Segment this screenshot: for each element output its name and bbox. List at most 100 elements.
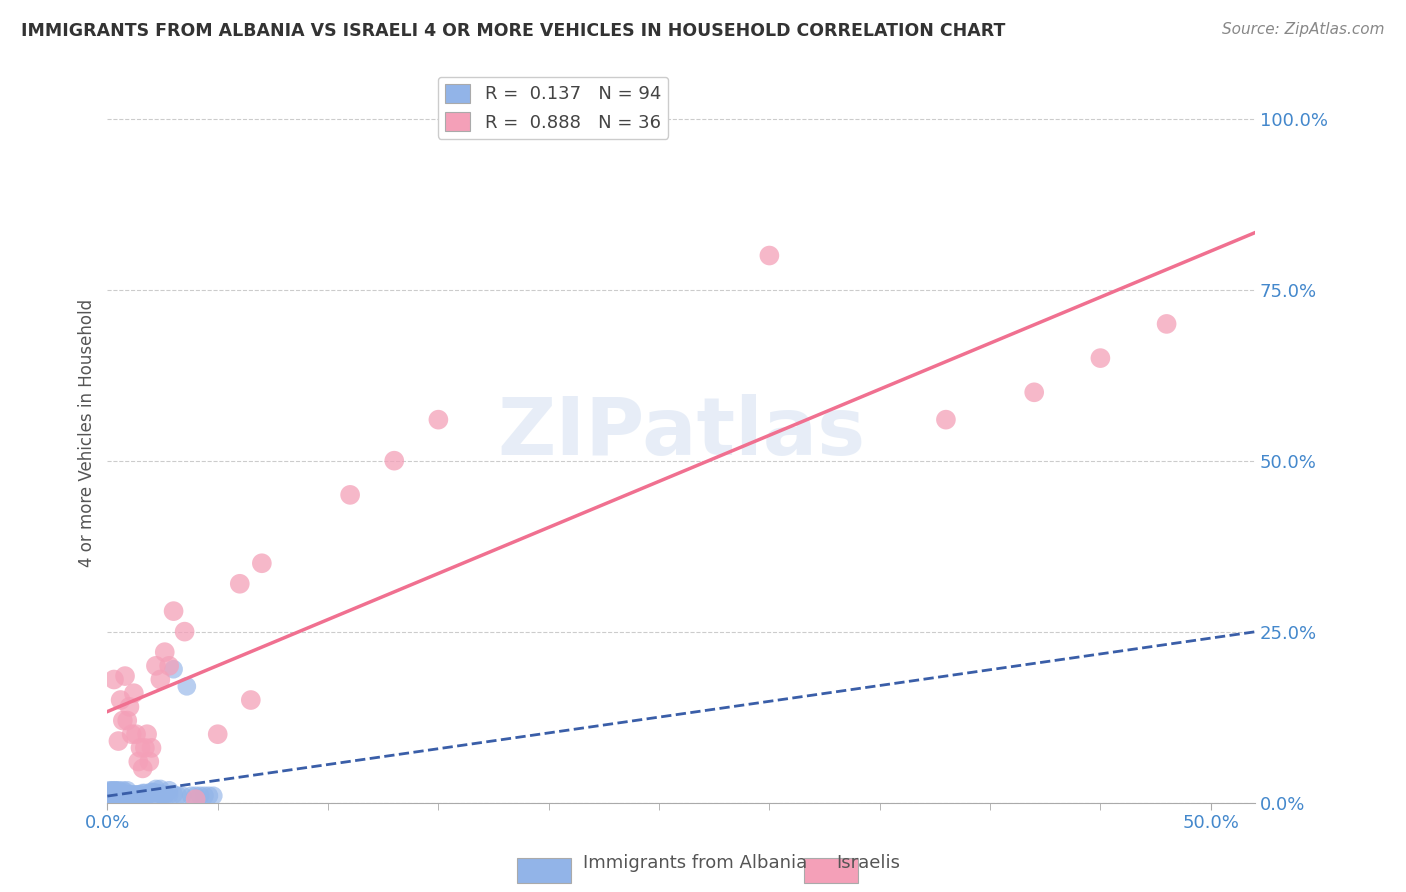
Point — [250, 556, 273, 570]
Point — [107, 789, 129, 803]
Point — [111, 789, 134, 803]
Point — [115, 788, 138, 802]
Point — [105, 788, 128, 802]
Point — [107, 789, 129, 803]
Point — [136, 788, 159, 802]
Point — [145, 658, 167, 673]
Point — [138, 755, 160, 769]
Point — [134, 789, 156, 803]
Text: Israelis: Israelis — [837, 855, 901, 872]
Point — [103, 788, 125, 802]
Point — [103, 673, 125, 687]
Point — [107, 788, 129, 802]
Point — [127, 755, 149, 769]
Point — [98, 788, 121, 802]
Point — [103, 783, 125, 797]
Point — [157, 658, 180, 673]
Point — [101, 789, 124, 803]
Point — [103, 789, 125, 803]
Point — [146, 786, 169, 800]
Point — [198, 789, 221, 803]
Point — [153, 788, 176, 802]
Point — [122, 789, 145, 803]
Point — [146, 788, 169, 802]
Point — [121, 727, 143, 741]
Point — [98, 789, 121, 803]
Point — [427, 412, 450, 426]
Point — [118, 788, 141, 802]
Point — [149, 788, 172, 802]
Point — [138, 788, 160, 802]
Point — [162, 662, 184, 676]
Point — [103, 789, 125, 803]
Point — [129, 740, 152, 755]
Text: Immigrants from Albania: Immigrants from Albania — [583, 855, 807, 872]
Point — [105, 788, 128, 802]
Point — [157, 788, 180, 802]
Point — [105, 783, 128, 797]
Point — [121, 788, 143, 802]
Point — [115, 783, 138, 797]
Y-axis label: 4 or more Vehicles in Household: 4 or more Vehicles in Household — [79, 299, 96, 567]
Point — [129, 788, 152, 802]
Point — [105, 789, 128, 803]
Point — [142, 785, 165, 799]
Point — [110, 789, 132, 803]
Point — [131, 789, 153, 803]
Point — [935, 412, 957, 426]
Point — [382, 453, 405, 467]
Point — [98, 788, 121, 802]
Point — [107, 783, 129, 797]
Point — [1090, 351, 1112, 365]
Point — [145, 786, 167, 800]
Point — [110, 693, 132, 707]
Point — [1156, 317, 1178, 331]
Point — [114, 788, 136, 802]
Point — [141, 785, 163, 799]
Point — [162, 604, 184, 618]
Point — [121, 789, 143, 803]
Point — [122, 788, 145, 802]
Text: IMMIGRANTS FROM ALBANIA VS ISRAELI 4 OR MORE VEHICLES IN HOUSEHOLD CORRELATION C: IMMIGRANTS FROM ALBANIA VS ISRAELI 4 OR … — [21, 22, 1005, 40]
Point — [98, 789, 121, 803]
Point — [167, 789, 190, 803]
Point — [98, 785, 121, 799]
Point — [138, 789, 160, 803]
Point — [202, 789, 225, 803]
Point — [176, 679, 198, 693]
Point — [107, 788, 129, 802]
Point — [122, 686, 145, 700]
Point — [136, 727, 159, 741]
Point — [111, 714, 134, 728]
Point — [142, 786, 165, 800]
Point — [172, 789, 194, 803]
Point — [111, 788, 134, 802]
Point — [101, 788, 124, 802]
Point — [125, 789, 148, 803]
Point — [114, 785, 136, 799]
Point — [184, 792, 207, 806]
Point — [118, 789, 141, 803]
Point — [152, 789, 174, 803]
Point — [180, 789, 202, 803]
Point — [114, 789, 136, 803]
Point — [110, 789, 132, 803]
Point — [127, 788, 149, 802]
Point — [110, 788, 132, 802]
Point — [184, 789, 207, 803]
Point — [149, 781, 172, 796]
Point — [118, 699, 141, 714]
Point — [111, 783, 134, 797]
Text: Source: ZipAtlas.com: Source: ZipAtlas.com — [1222, 22, 1385, 37]
Point — [157, 783, 180, 797]
Point — [141, 785, 163, 799]
Point — [162, 788, 184, 802]
Point — [98, 789, 121, 803]
Point — [115, 714, 138, 728]
Point — [101, 785, 124, 799]
Point — [131, 761, 153, 775]
Point — [115, 789, 138, 803]
Point — [115, 789, 138, 803]
Point — [134, 786, 156, 800]
Point — [207, 727, 229, 741]
